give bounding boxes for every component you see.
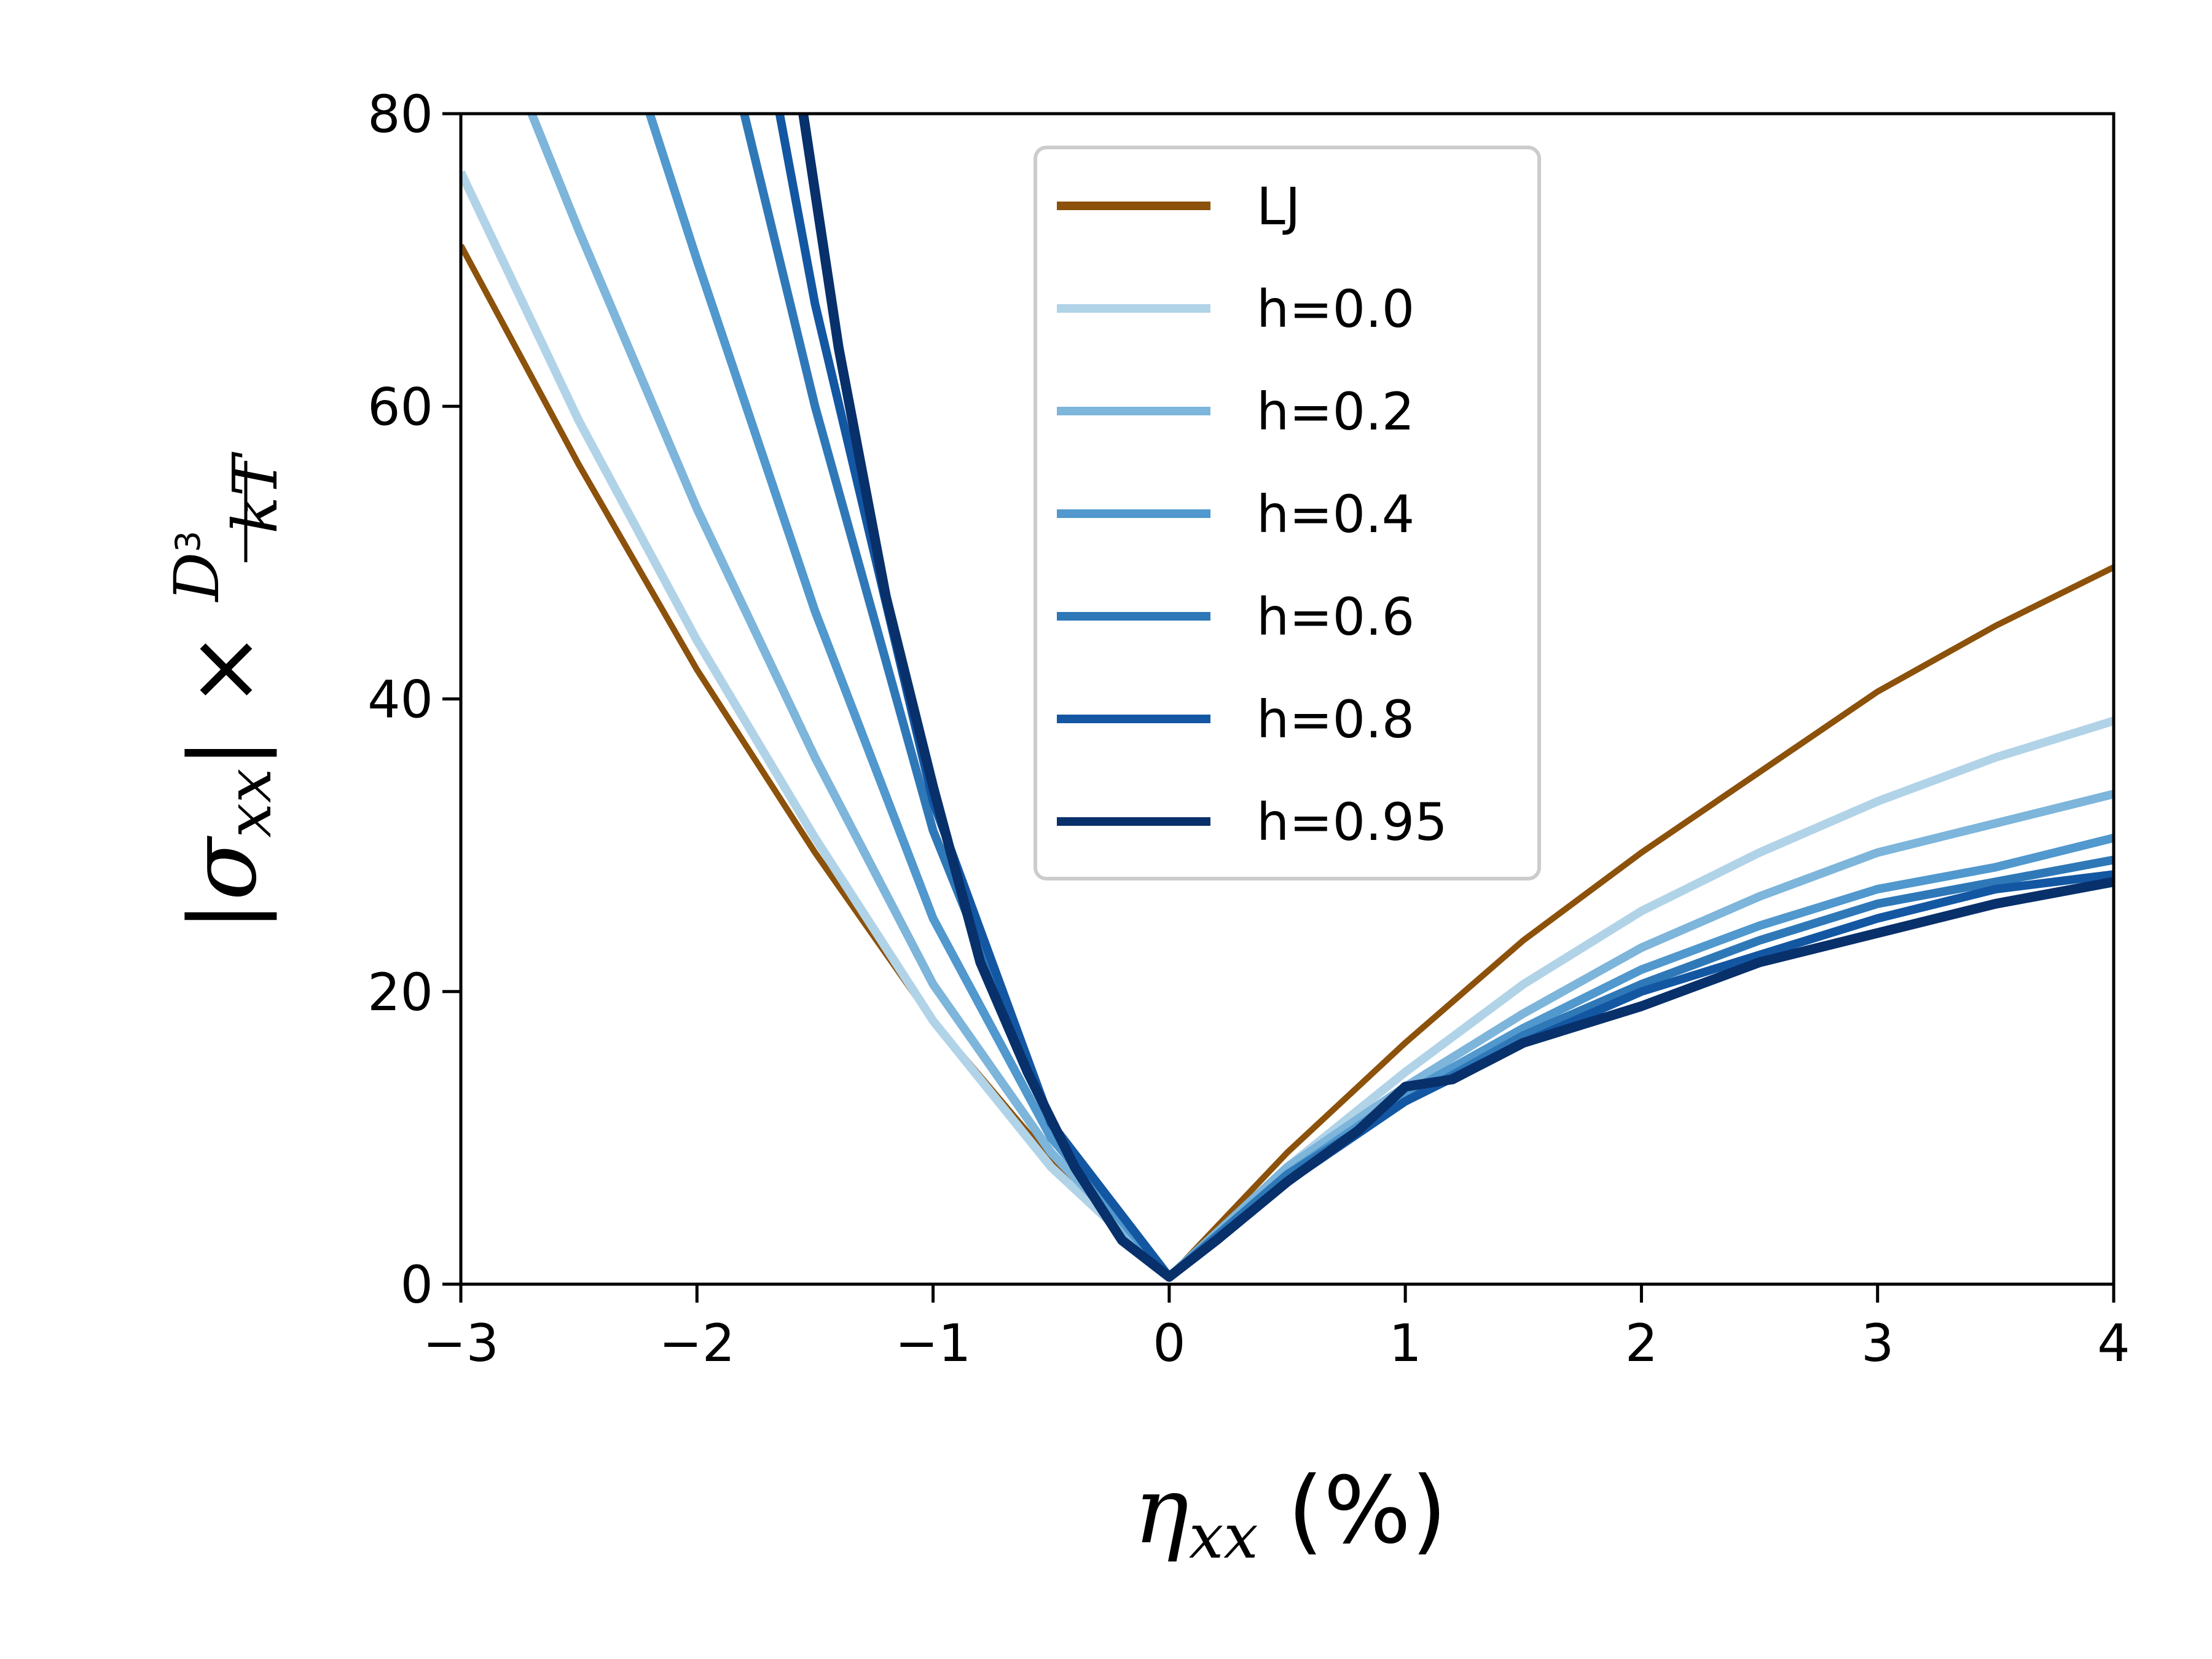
legend-label: LJ (1257, 176, 1301, 237)
legend-box (1033, 146, 1541, 880)
y-tick-label: 40 (367, 670, 433, 730)
legend-label: h=0.95 (1257, 792, 1448, 852)
y-tick-label: 60 (367, 377, 433, 437)
svg-text:|σxx| × D3: |σxx| × D3 (161, 531, 285, 932)
x-tick-label: −2 (659, 1313, 735, 1373)
y-tick-label: 20 (367, 962, 433, 1022)
x-tick-label: −1 (895, 1313, 971, 1373)
x-tick-label: 4 (2097, 1313, 2130, 1373)
series-line-h=0.2 (527, 114, 2114, 1282)
x-tick-label: 3 (1861, 1313, 1894, 1373)
x-axis-title: ηxx (%) (1134, 1457, 1447, 1572)
legend-label: h=0.2 (1257, 382, 1414, 442)
series-layer (461, 114, 2114, 1282)
series-line-h=0.95 (798, 114, 2114, 1282)
y-tick-label: 0 (401, 1255, 433, 1315)
series-line-LJ (461, 243, 2114, 1281)
x-tick-label: 1 (1389, 1313, 1421, 1373)
x-tick-label: 2 (1625, 1313, 1658, 1373)
legend-label: h=0.4 (1257, 484, 1414, 544)
legend-label: h=0.8 (1257, 689, 1414, 750)
legend-label: h=0.6 (1257, 587, 1414, 647)
x-tick-label: −3 (423, 1313, 499, 1373)
legend-label: h=0.0 (1257, 279, 1414, 339)
legend: LJ h=0.0 h=0.2 h=0.4 h=0.6 h=0.8 h=0.95 (1033, 146, 1541, 880)
y-axis-title: |σxx| × D3 kT (161, 452, 291, 931)
x-tick-label: 0 (1153, 1313, 1185, 1373)
svg-text:kT: kT (219, 452, 291, 534)
y-tick-label: 80 (367, 84, 433, 144)
